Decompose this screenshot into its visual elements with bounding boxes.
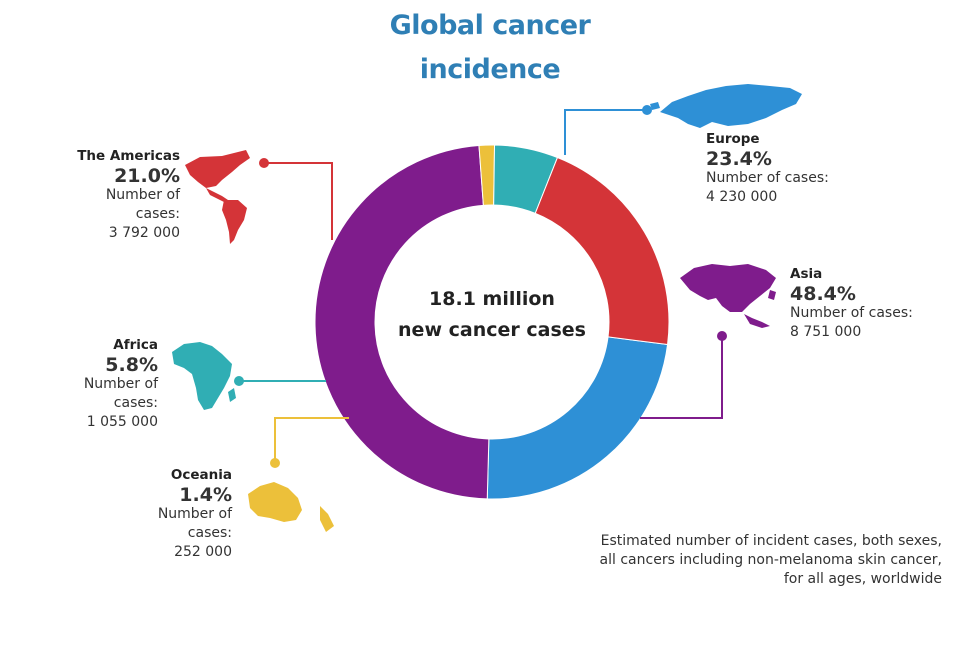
label-asia: Asia 48.4% Number of cases: 8 751 000 bbox=[790, 265, 930, 342]
title-line-2: incidence bbox=[419, 54, 561, 85]
center-total: 18.1 million bbox=[429, 288, 555, 310]
percent-americas: 21.0% bbox=[114, 165, 180, 187]
cases-caption-europe: Number of cases: bbox=[706, 170, 829, 186]
oceania-map-icon bbox=[248, 482, 334, 532]
europe-map-icon bbox=[650, 84, 802, 128]
cases-europe: 4 230 000 bbox=[706, 189, 778, 205]
cases-africa: 1 055 000 bbox=[86, 414, 158, 430]
percent-oceania: 1.4% bbox=[179, 484, 232, 506]
label-africa: Africa 5.8% Number of cases: 1 055 000 bbox=[38, 336, 158, 432]
chart-title: Global cancer incidence bbox=[340, 4, 640, 92]
percent-africa: 5.8% bbox=[105, 354, 158, 376]
leader-dot-asia bbox=[717, 331, 727, 341]
region-name-africa: Africa bbox=[113, 337, 158, 353]
footnote-line-1: Estimated number of incident cases, both… bbox=[600, 533, 942, 549]
leader-line-oceania bbox=[274, 417, 349, 462]
percent-asia: 48.4% bbox=[790, 283, 856, 305]
leader-dot-europe bbox=[642, 105, 652, 115]
cases-oceania: 252 000 bbox=[174, 544, 232, 560]
donut-slice-asia bbox=[314, 144, 490, 500]
cases-caption-americas: Number of cases: bbox=[105, 187, 180, 222]
label-europe: Europe 23.4% Number of cases: 4 230 000 bbox=[706, 130, 846, 207]
leader-dot-americas bbox=[259, 158, 269, 168]
leader-line-europe bbox=[564, 109, 645, 155]
leader-line-asia bbox=[640, 338, 723, 419]
percent-europe: 23.4% bbox=[706, 148, 772, 170]
leader-line-americas bbox=[265, 162, 333, 240]
donut-center-text: 18.1 million new cancer cases bbox=[392, 284, 592, 346]
region-name-asia: Asia bbox=[790, 266, 823, 282]
donut-slice-the-americas bbox=[534, 156, 670, 346]
cases-americas: 3 792 000 bbox=[108, 225, 180, 241]
label-americas: The Americas 21.0% Number of cases: 3 79… bbox=[58, 147, 180, 243]
americas-map-icon bbox=[185, 150, 250, 244]
footnote-line-3: for all ages, worldwide bbox=[783, 571, 942, 587]
asia-map-icon bbox=[680, 264, 776, 328]
region-name-europe: Europe bbox=[706, 131, 760, 147]
cases-caption-oceania: Number of cases: bbox=[157, 506, 232, 541]
footnote-line-2: all cancers including non-melanoma skin … bbox=[599, 552, 942, 568]
region-name-americas: The Americas bbox=[77, 148, 180, 164]
footnote: Estimated number of incident cases, both… bbox=[600, 532, 942, 589]
cases-caption-africa: Number of cases: bbox=[83, 376, 158, 411]
region-name-oceania: Oceania bbox=[170, 467, 232, 483]
leader-dot-oceania bbox=[270, 458, 280, 468]
cases-asia: 8 751 000 bbox=[790, 324, 862, 340]
donut-slices bbox=[314, 144, 670, 500]
leader-dot-africa bbox=[234, 376, 244, 386]
title-line-1: Global cancer bbox=[389, 10, 591, 41]
center-caption: new cancer cases bbox=[398, 319, 586, 341]
africa-map-icon bbox=[172, 342, 236, 410]
cases-caption-asia: Number of cases: bbox=[790, 305, 913, 321]
label-oceania: Oceania 1.4% Number of cases: 252 000 bbox=[112, 466, 232, 562]
